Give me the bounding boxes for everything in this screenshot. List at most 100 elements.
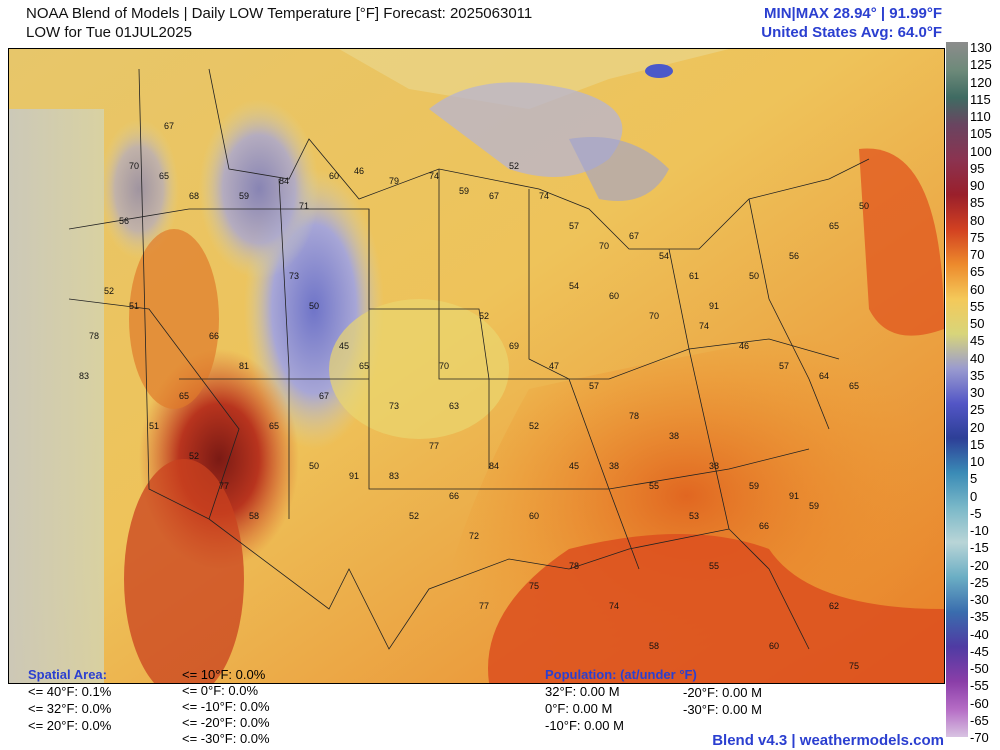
station-value-label: 51 [149,421,159,431]
station-value-label: 62 [829,601,839,611]
colorbar-labels: 130 125 120 115 110 105 100 95 90 85 80 75 70 65 60 55 5… [970,40,1000,745]
great-basin-warm [129,229,219,409]
colorbar-tick: -15 [970,540,989,556]
station-value-label: 67 [164,121,174,131]
station-value-label: 57 [589,381,599,391]
station-value-label: 46 [739,341,749,351]
colorbar-tick: -30 [970,592,989,607]
station-value-label: 65 [849,381,859,391]
station-value-label: 78 [89,331,99,341]
colorbar-tick: -55 [970,678,989,694]
population-stats: Population: (at/under °F) 32°F: 0.00 M 0… [545,667,697,733]
station-value-label: 83 [389,471,399,481]
colorbar-tick: 115 [970,91,991,107]
colorbar-tick: -35 [970,609,989,625]
spatial-neg20: <= -20°F: 0.0% [182,715,270,730]
station-value-label: 70 [599,241,609,251]
spatial-20: <= 20°F: 0.0% [28,718,112,733]
station-value-label: 70 [439,361,449,371]
colorbar [946,42,968,737]
colorbar-tick: 60 [970,281,985,297]
station-value-label: 65 [179,391,189,401]
station-value-label: 72 [469,531,479,541]
lake-superior-cool [569,137,669,201]
station-value-label: 52 [409,511,419,521]
colorbar-tick: 65 [970,264,985,280]
station-value-label: 83 [79,371,89,381]
pop-neg10: -10°F: 0.00 M [545,718,624,733]
station-value-label: 66 [449,491,459,501]
station-value-label: 38 [669,431,679,441]
colorbar-tick: -40 [970,626,989,642]
map-canvas: 67 70 56 52 65 68 59 84 71 60 46 79 74 59 67 52 74 57 70 67… [9,49,944,683]
station-value-label: 54 [659,251,669,261]
station-value-label: 70 [129,161,139,171]
station-value-label: 58 [249,511,259,521]
colorbar-tick: 75 [970,229,985,245]
station-value-label: 46 [354,166,364,176]
station-value-label: 60 [609,291,619,301]
station-value-label: 66 [209,331,219,341]
station-value-label: 77 [429,441,439,451]
spatial-neg10: <= -10°F: 0.0% [182,699,270,714]
colorbar-tick: 110 [970,109,991,124]
station-value-label: 56 [789,251,799,261]
spatial-stats: Spatial Area: <= 40°F: 0.1% <= 32°F: 0.0… [28,667,111,733]
mexico-hot-zone [124,459,244,683]
colorbar-tick: 120 [970,74,992,90]
colorbar-tick: 40 [970,350,985,366]
colorbar-tick: 45 [970,333,985,349]
station-value-label: 78 [569,561,579,571]
colorbar-tick: 70 [970,247,985,262]
map-title: NOAA Blend of Models | Daily LOW Tempera… [26,5,533,22]
station-value-label: 65 [829,221,839,231]
station-value-label: 50 [309,301,319,311]
station-value-label: 74 [699,321,709,331]
temperature-map: 67 70 56 52 65 68 59 84 71 60 46 79 74 59 67 52 74 57 70 67… [8,48,945,684]
station-value-label: 73 [389,401,399,411]
station-value-label: 60 [769,641,779,651]
colorbar-tick: 105 [970,126,992,142]
footer-credit: Blend v4.3 | weathermodels.com [712,732,944,749]
station-value-label: 52 [509,161,519,171]
colorbar-tick: 20 [970,419,985,435]
cold-spot-canada [645,64,673,78]
map-subtitle: LOW for Tue 01JUL2025 [26,24,192,41]
station-value-label: 75 [849,661,859,671]
northern-rockies-cool [199,99,319,279]
population-title: Population: (at/under °F) [545,667,697,682]
station-value-label: 52 [529,421,539,431]
station-value-label: 56 [119,216,129,226]
station-value-label: 65 [159,171,169,181]
station-value-label: 54 [569,281,579,291]
colorbar-tick: 100 [970,143,992,159]
state-boundaries [68,68,870,650]
station-value-label: 65 [359,361,369,371]
pop-32: 32°F: 0.00 M [545,684,620,699]
header-left: NOAA Blend of Models | Daily LOW Tempera… [26,4,532,42]
pacific-ocean [9,109,104,683]
colorbar-tick: 50 [970,316,985,331]
station-value-label: 74 [539,191,549,201]
cool-great-plains-north [429,82,623,177]
station-value-label: 45 [339,341,349,351]
station-value-label: 52 [189,451,199,461]
colorbar-tick: -50 [970,661,989,676]
colorbar-tick: 0 [970,488,978,504]
spatial-32: <= 32°F: 0.0% [28,701,112,716]
station-value-label: 52 [479,311,489,321]
station-value-label: 59 [809,501,819,511]
station-value-label: 79 [389,176,399,186]
spatial-10: <= 10°F: 0.0% [182,667,266,682]
station-value-label: 53 [689,511,699,521]
colorbar-tick: 80 [970,212,985,228]
colorbar-tick: -65 [970,712,989,728]
station-value-label: 50 [309,461,319,471]
station-value-label: 59 [749,481,759,491]
station-value-label: 67 [489,191,499,201]
station-value-label: 65 [269,421,279,431]
station-value-label: 60 [329,171,339,181]
station-labels: 67 70 56 52 65 68 59 84 71 60 46 79 74 59 67 52 74 57 70 67… [79,121,869,671]
station-value-label: 77 [479,601,489,611]
station-value-label: 69 [509,341,519,351]
